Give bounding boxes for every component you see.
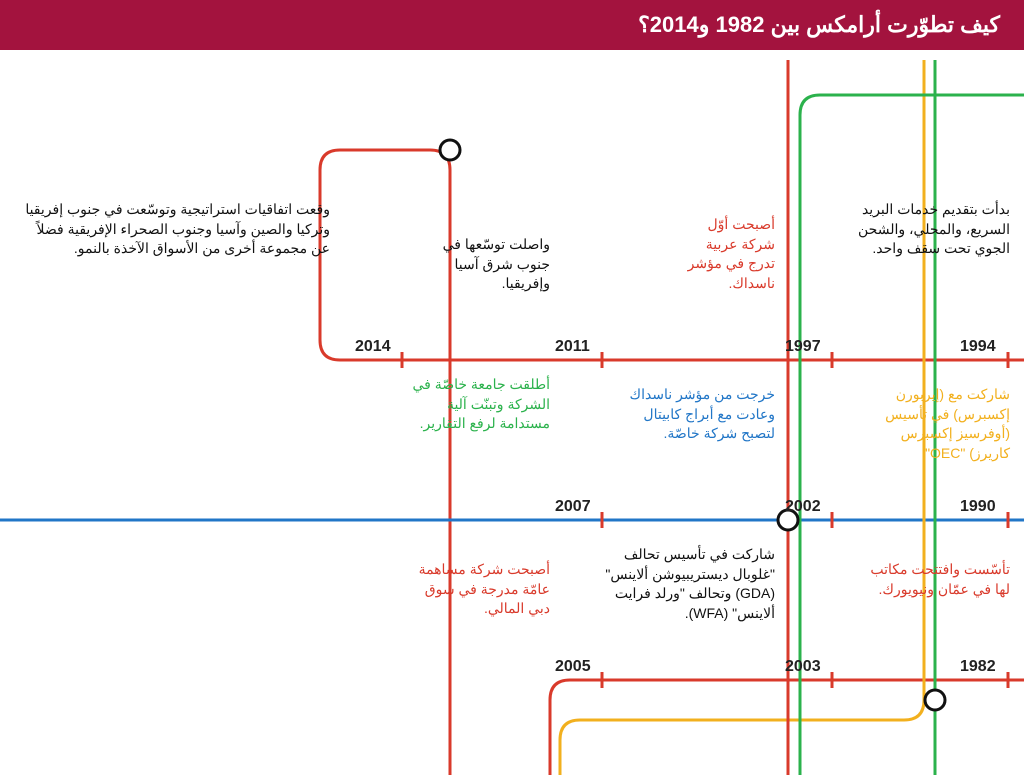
event-1997: أصبحت أوّل شركة عربية تدرج في مؤشر ناسدا… [675,215,775,293]
event-2014: وقعت اتفاقيات استراتيجية وتوسّعت في جنوب… [20,200,330,259]
junction-node [925,690,945,710]
year-label-2007: 2007 [555,498,591,516]
year-label-2014: 2014 [355,338,391,356]
event-1990: شاركت مع (إيربورن إكسبرس) في تأسيس (أوفر… [860,385,1010,463]
year-label-1990: 1990 [960,498,996,516]
event-2007: أطلقت جامعة خاصّة في الشركة وتبنّت آلية … [405,375,550,434]
event-2005: أصبحت شركة مساهمة عامّة مدرجة في سوق دبي… [410,560,550,619]
year-label-1982: 1982 [960,658,996,676]
event-2002: خرجت من مؤشر ناسداك وعادت مع أبراج كابيت… [610,385,775,444]
page-title: كيف تطوّرت أرامكس بين 1982 و2014؟ [24,12,1000,38]
year-label-2011: 2011 [555,338,590,356]
event-2003: شاركت في تأسيس تحالف "غلوبال ديستريبيوشن… [600,545,775,623]
header-banner: كيف تطوّرت أرامكس بين 1982 و2014؟ [0,0,1024,50]
year-label-1994: 1994 [960,338,996,356]
event-1982: تأسّست وافتتحت مكاتب لها في عمّان ونيويو… [870,560,1010,599]
junction-node [440,140,460,160]
year-label-2005: 2005 [555,658,591,676]
year-label-1997: 1997 [785,338,821,356]
event-2011: واصلت توسّعها في جنوب شرق آسيا وإفريقيا. [415,235,550,294]
year-label-2003: 2003 [785,658,821,676]
event-1994: بدأت بتقديم خدمات البريد السريع، والمحلي… [855,200,1010,259]
timeline-diagram: 1994 1997 2011 2014 1990 2002 2007 1982 2003 2005… [0,60,1024,775]
year-label-2002: 2002 [785,498,821,516]
